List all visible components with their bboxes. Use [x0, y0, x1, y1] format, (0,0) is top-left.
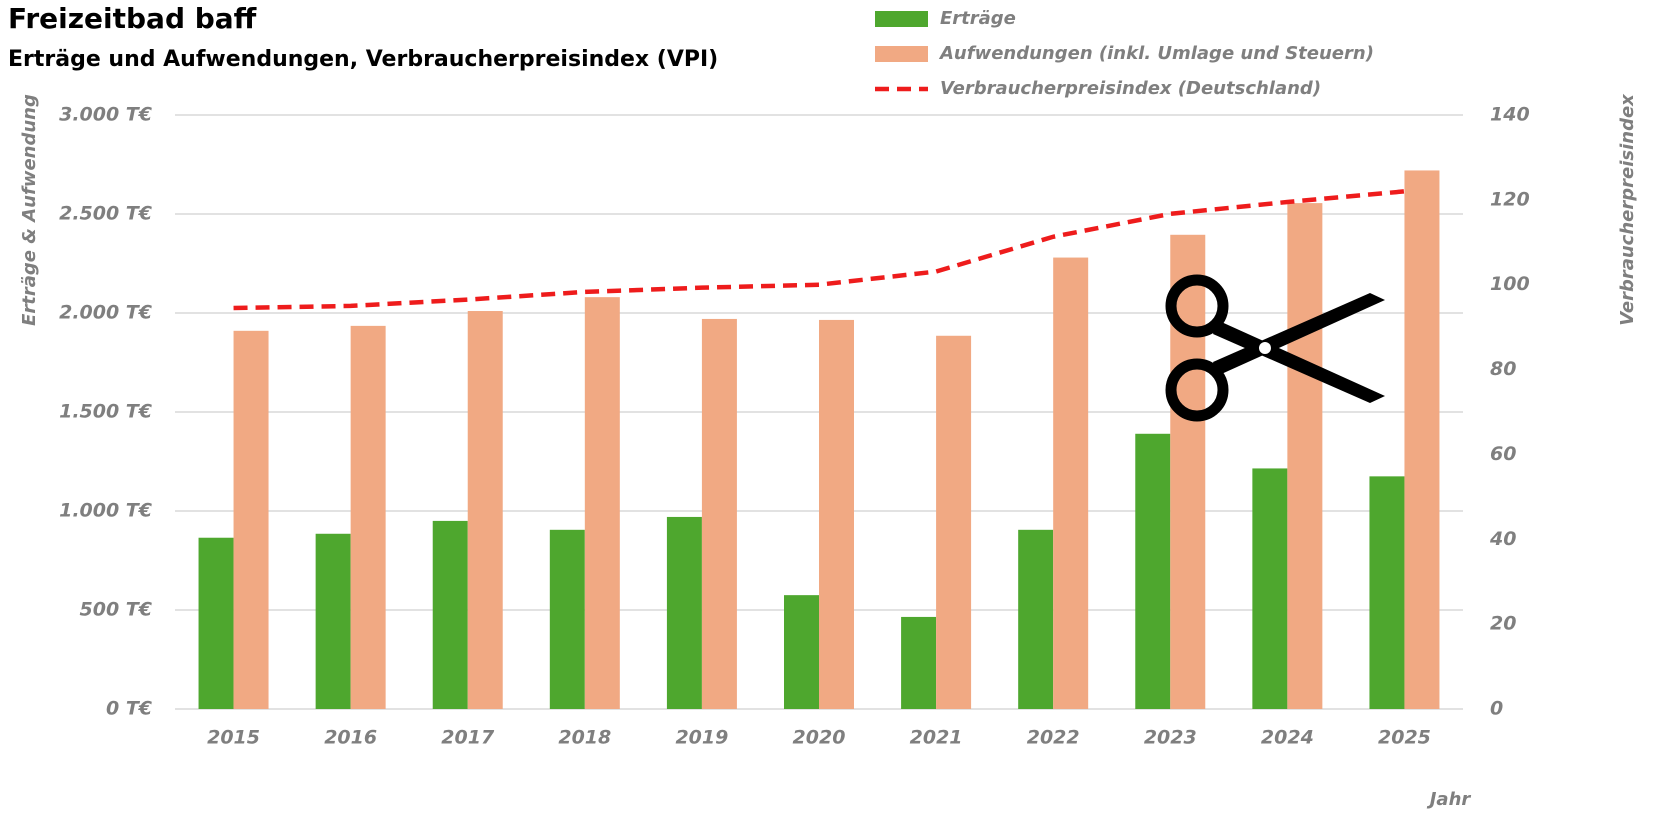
chart-subtitle: Erträge und Aufwendungen, Verbraucherpre…	[8, 47, 718, 72]
bar	[901, 616, 937, 709]
x-tick-label: 2023	[1144, 727, 1197, 749]
bar	[350, 325, 386, 709]
y2-tick-label: 100	[1490, 273, 1530, 295]
bar	[1135, 433, 1171, 709]
bar	[233, 330, 269, 709]
legend-label: Aufwendungen (inkl. Umlage und Steuern)	[938, 43, 1374, 64]
y2-tick-label: 40	[1489, 528, 1516, 550]
legend-swatch	[875, 46, 928, 62]
x-tick-label: 2022	[1027, 727, 1080, 749]
legend-swatch	[875, 11, 928, 27]
y-tick-label: 1.000 T€	[59, 500, 153, 522]
y-tick-label: 2.000 T€	[59, 302, 153, 324]
bar	[1053, 257, 1089, 709]
x-tick-label: 2021	[910, 727, 963, 749]
vpi-line	[233, 189, 1405, 311]
bar	[701, 318, 737, 709]
bar	[784, 595, 819, 709]
x-tick-label: 2015	[207, 727, 260, 749]
x-axis-title: Jahr	[1427, 789, 1472, 810]
legend-label: Erträge	[940, 8, 1016, 29]
y-tick-label: 0 T€	[106, 698, 153, 720]
y-tick-label: 1.500 T€	[59, 401, 153, 423]
x-tick-label: 2017	[441, 727, 495, 749]
bar	[1287, 203, 1323, 710]
x-tick-label: 2020	[793, 727, 846, 749]
bar	[1369, 476, 1405, 709]
y-axis-title: Erträge & Aufwendung	[19, 94, 40, 326]
y2-axis-title: Verbraucherpreisindex	[1617, 93, 1638, 326]
bar	[198, 537, 234, 709]
x-tick-label: 2019	[675, 727, 728, 749]
bar	[819, 319, 854, 709]
x-tick-label: 2024	[1261, 727, 1314, 749]
bar	[467, 311, 503, 709]
x-tick-label: 2016	[324, 727, 377, 749]
y2-tick-label: 60	[1490, 443, 1516, 465]
chart-title: Freizeitbad baff	[8, 2, 257, 35]
x-tick-label: 2018	[558, 727, 611, 749]
y2-tick-label: 20	[1490, 613, 1516, 635]
bar	[936, 335, 972, 709]
scissors-icon	[1165, 274, 1385, 422]
bar	[549, 529, 585, 709]
bar	[1018, 529, 1054, 709]
x-tick-label: 2025	[1378, 727, 1431, 749]
bar	[1252, 468, 1288, 709]
y2-tick-label: 80	[1490, 358, 1516, 380]
y2-tick-label: 120	[1490, 188, 1530, 210]
y-tick-label: 2.500 T€	[59, 203, 153, 225]
bar	[1404, 170, 1440, 709]
y2-tick-label: 0	[1490, 698, 1503, 720]
bar	[315, 533, 351, 709]
y-tick-label: 3.000 T€	[59, 104, 153, 126]
y-tick-label: 500 T€	[80, 599, 153, 621]
bar	[432, 520, 468, 709]
y2-tick-label: 140	[1490, 104, 1530, 126]
bar	[666, 516, 702, 709]
legend-label: Verbraucherpreisindex (Deutschland)	[940, 78, 1321, 99]
bar	[584, 297, 620, 709]
